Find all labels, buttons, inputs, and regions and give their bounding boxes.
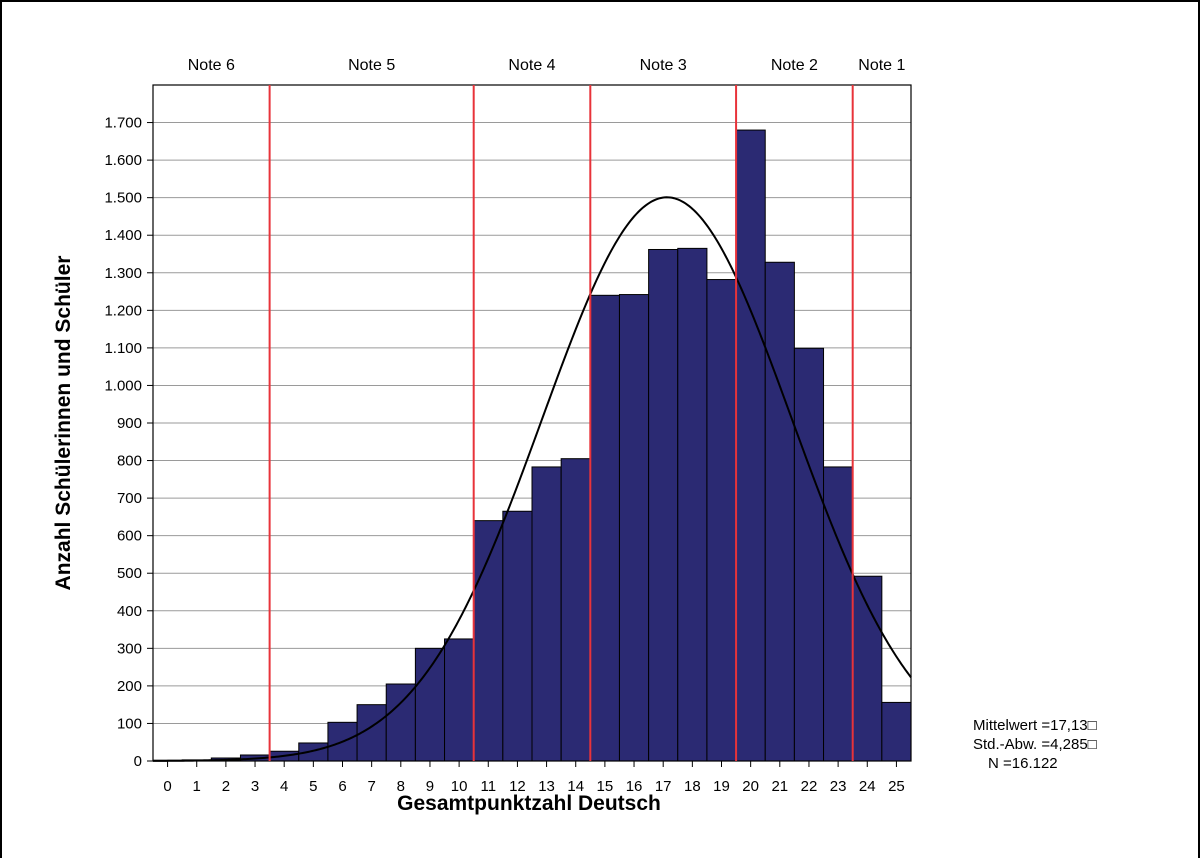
x-tick-label: 4 [280,778,288,795]
histogram-bar [735,129,766,762]
y-axis-title: Anzahl Schülerinnen und Schüler [52,256,75,591]
histogram-bar [385,683,416,762]
y-tick-label: 1.300 [104,265,142,282]
histogram-bar [560,458,591,762]
y-tick-label: 1.200 [104,302,142,319]
y-tick-label: 200 [117,678,142,695]
grade-label: Note 4 [508,57,555,74]
grade-label: Note 3 [640,57,687,74]
histogram-bar [444,638,475,762]
x-tick-label: 22 [801,778,818,795]
x-tick-label: 9 [426,778,434,795]
x-tick-label: 11 [480,778,496,795]
x-tick-label: 15 [597,778,614,795]
x-tick-label: 2 [222,778,230,795]
y-tick-label: 700 [117,490,142,507]
x-tick-label: 12 [509,778,526,795]
y-tick-label: 1.000 [104,377,142,394]
histogram-bar [706,279,737,762]
y-tick-label: 1.600 [104,152,142,169]
x-tick-label: 13 [538,778,555,795]
x-tick-label: 21 [771,778,788,795]
x-tick-label: 3 [251,778,259,795]
histogram-bar [414,647,446,762]
y-tick-label: 1.100 [104,340,142,357]
x-axis-title: Gesamtpunktzahl Deutsch [397,792,661,815]
x-tick-label: 18 [684,778,701,795]
x-tick-label: 14 [567,778,584,795]
y-tick-label: 900 [117,415,142,432]
x-tick-label: 1 [193,778,201,795]
y-tick-label: 1.700 [104,115,142,132]
y-tick-label: 800 [117,453,142,470]
x-tick-label: 20 [742,778,759,795]
histogram-bar [648,248,679,762]
y-tick-label: 300 [117,640,142,657]
histogram-bar [881,701,912,762]
x-tick-label: 8 [397,778,405,795]
x-tick-label: 5 [309,778,317,795]
y-tick-label: 500 [117,565,142,582]
x-tick-label: 10 [451,778,468,795]
y-tick-label: 100 [117,715,142,732]
y-tick-label: 400 [117,603,142,620]
histogram-bar [764,261,795,762]
histogram-bar [793,347,825,762]
x-tick-label: 25 [888,778,905,795]
x-tick-label: 16 [626,778,643,795]
statistics-line: Mittelwert =17,13□ [973,717,1097,734]
grade-label: Note 6 [188,57,235,74]
histogram-bar [677,247,708,762]
x-tick-label: 6 [338,778,346,795]
x-tick-label: 19 [713,778,730,795]
y-tick-label: 1.400 [104,227,142,244]
x-tick-label: 7 [367,778,375,795]
x-tick-label: 24 [859,778,876,795]
histogram-bar [823,466,854,762]
grade-label: Note 5 [348,57,395,74]
histogram-bar [589,294,620,762]
normal-curve [152,196,912,762]
y-tick-label: 0 [134,753,142,770]
y-tick-label: 1.500 [104,190,142,207]
x-tick-label: 0 [163,778,171,795]
x-tick-label: 17 [655,778,672,795]
statistics-line: Std.-Abw. =4,285□ [973,736,1097,753]
histogram-bar [618,294,650,762]
statistics-line: N =16.122 [988,755,1058,772]
x-tick-label: 23 [830,778,847,795]
histogram-bar [502,510,533,762]
grade-label: Note 2 [771,57,818,74]
grade-label: Note 1 [858,57,905,74]
y-tick-label: 600 [117,528,142,545]
histogram-bar [531,466,562,762]
